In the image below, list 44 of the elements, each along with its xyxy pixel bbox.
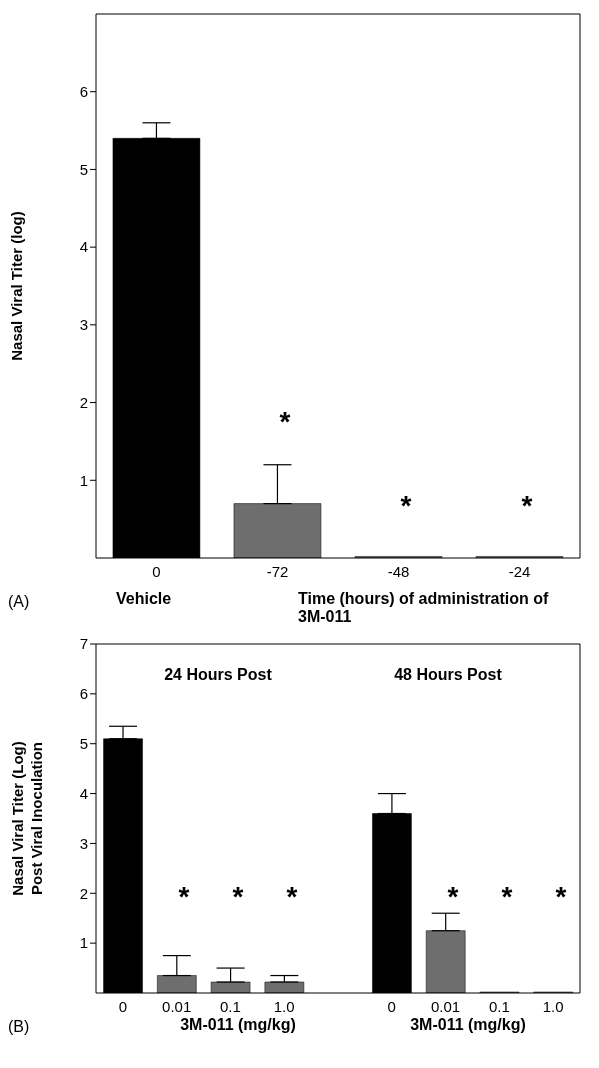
y-tick-label: 1 <box>79 934 88 952</box>
y-tick-label: 3 <box>79 316 88 334</box>
x-tick-label: 0 <box>152 562 161 580</box>
x-tick-label: 1.0 <box>273 997 295 1015</box>
y-tick-label: 6 <box>79 685 88 703</box>
annotation: * <box>285 881 299 913</box>
y-tick-label: 5 <box>79 160 88 178</box>
annotation: * <box>231 881 245 913</box>
text: (B) <box>8 1018 31 1036</box>
x-tick-label: -24 <box>508 562 531 580</box>
x-tick-label: 0.01 <box>162 997 192 1015</box>
y-tick-label: 4 <box>79 238 88 256</box>
y-tick-label: 5 <box>79 735 88 753</box>
annotation: * <box>520 490 534 522</box>
y-tick-label: 4 <box>79 784 88 802</box>
x-tick-label: 0.1 <box>488 997 510 1015</box>
text: (A) <box>8 593 31 611</box>
x-tick-label: 0 <box>387 997 396 1015</box>
annotation: * <box>177 881 191 913</box>
y-tick-label: 1 <box>79 471 88 489</box>
annotation: 48 Hours Post <box>393 666 503 684</box>
annotation: * <box>446 881 460 913</box>
x-tick-label: 0.1 <box>220 997 241 1015</box>
x-tick-label: -72 <box>266 562 289 580</box>
x-axis-title: Time (hours) of administration of 3M-011 <box>298 590 550 626</box>
y-tick-label: 6 <box>79 83 88 101</box>
y-axis-title: Nasal Viral Titer (log) <box>8 211 25 361</box>
annotation: * <box>554 881 568 913</box>
x-tick-label: -48 <box>387 562 410 580</box>
text: 3M-011 (mg/kg) <box>179 1016 297 1034</box>
text: 3M-011 (mg/kg) <box>409 1016 527 1034</box>
y-tick-label: 2 <box>79 884 88 902</box>
y-axis-title: Nasal Viral Titer (Log) Post Viral Inoculation <box>9 741 45 896</box>
x-tick-label: 1.0 <box>542 997 564 1015</box>
y-tick-label: 7 <box>79 635 88 653</box>
x-tick-label: 0 <box>118 997 128 1015</box>
annotation: * <box>278 406 292 438</box>
annotation: * <box>399 490 413 522</box>
y-tick-label: 3 <box>79 834 88 852</box>
annotation: 24 Hours Post <box>163 666 273 684</box>
text: Vehicle <box>116 590 173 608</box>
y-tick-label: 2 <box>79 393 88 411</box>
annotation: * <box>500 881 514 913</box>
x-tick-label: 0.01 <box>430 997 461 1015</box>
